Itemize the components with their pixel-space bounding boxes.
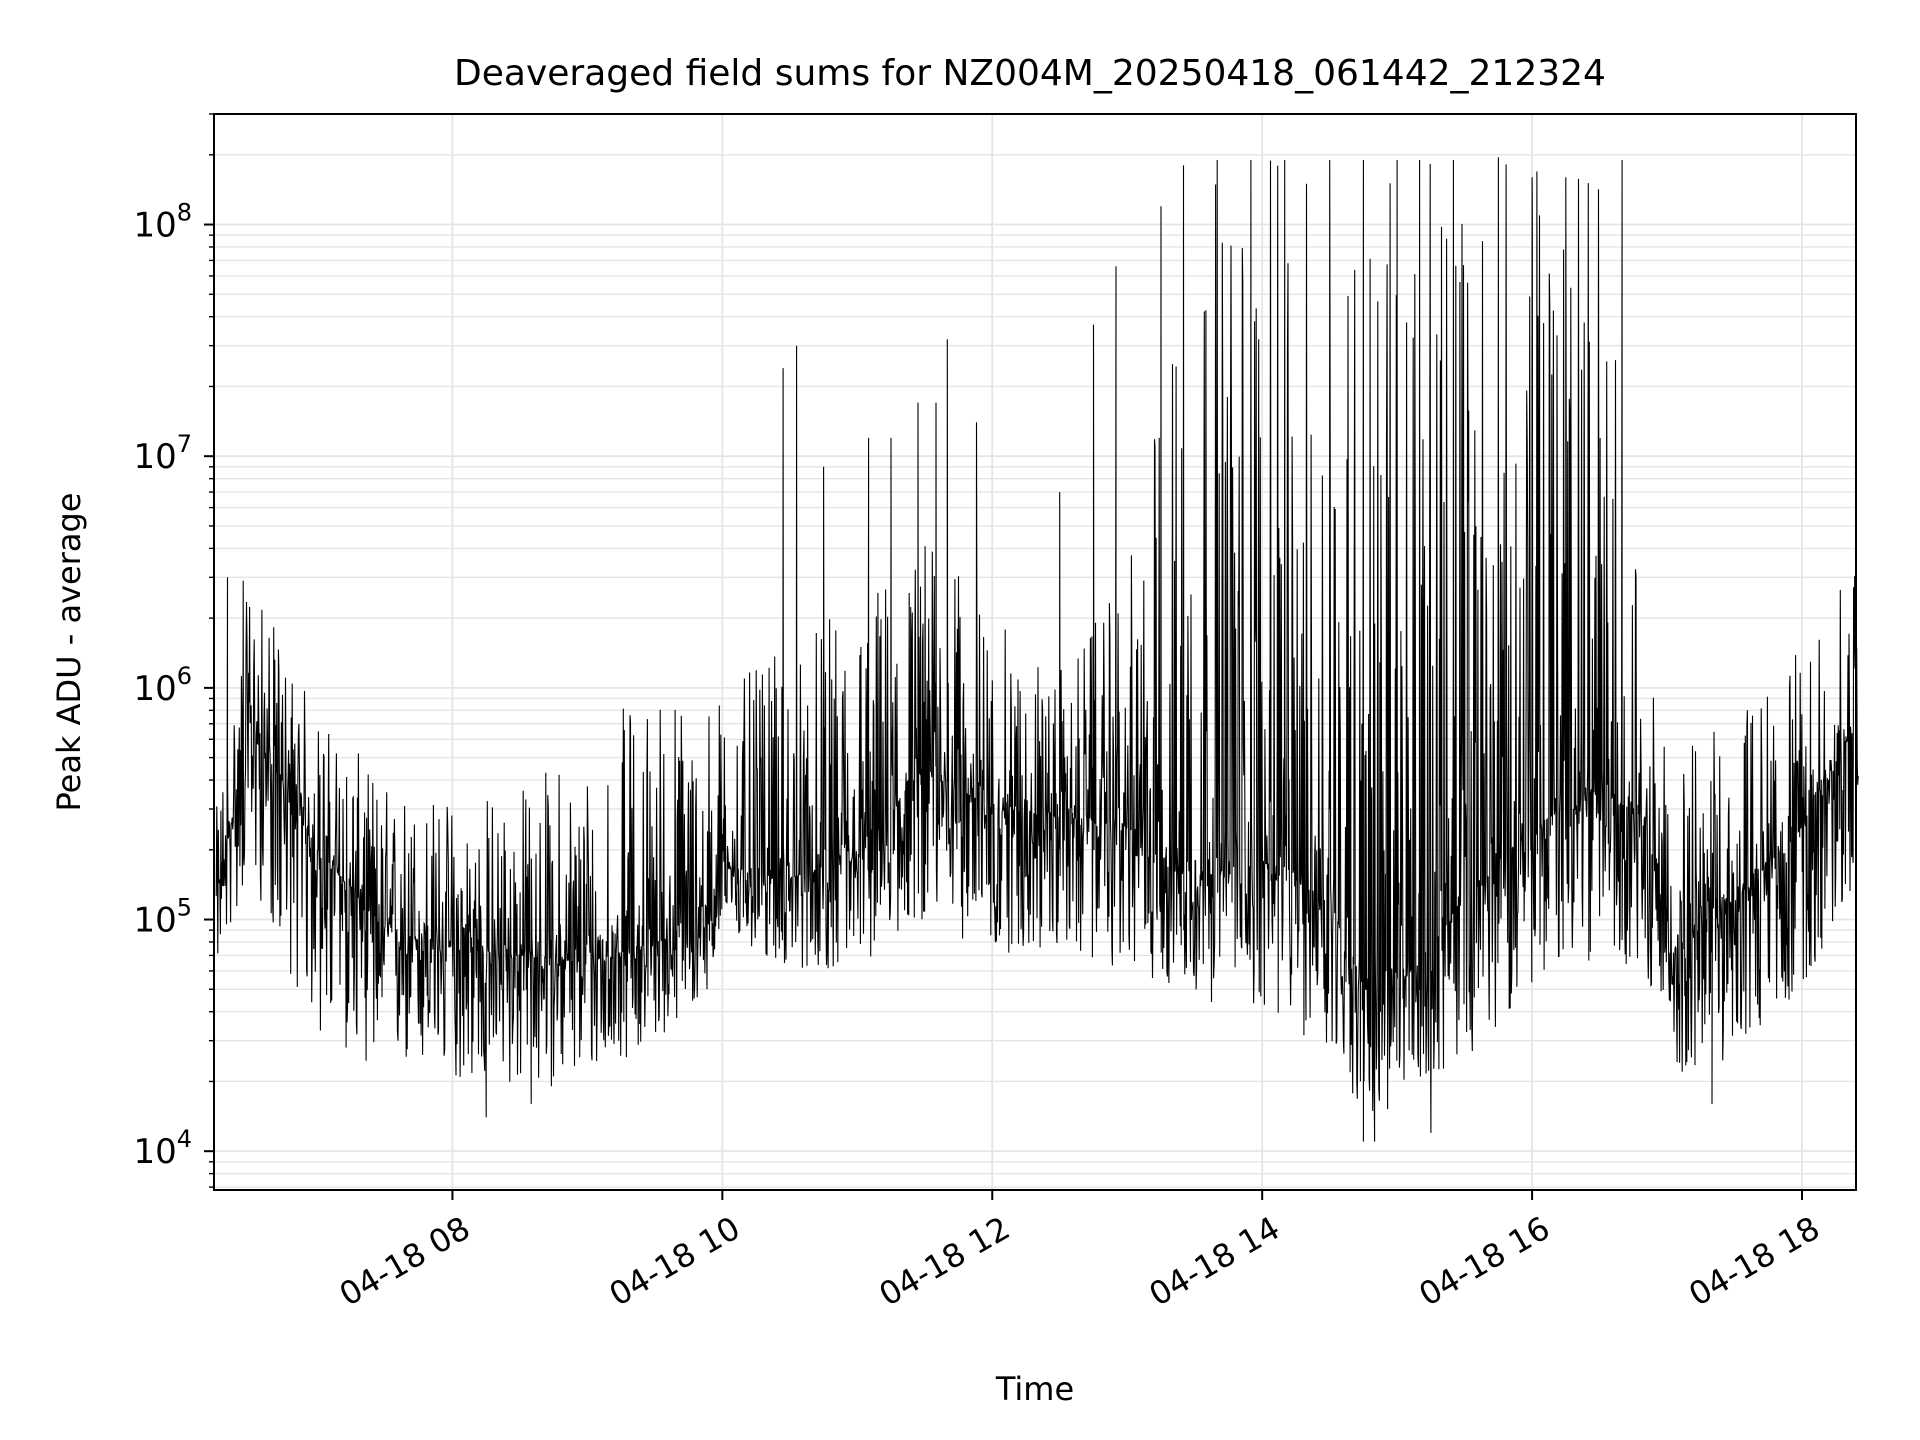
y-tick-label: 105 (133, 894, 192, 941)
chart-title: Deaveraged field sums for NZ004M_2025041… (454, 53, 1606, 94)
x-axis-label: Time (995, 1370, 1074, 1408)
plot-frame (213, 113, 1857, 1191)
series-line (215, 157, 1859, 1142)
y-tick-label: 104 (133, 1125, 192, 1172)
series-path (215, 157, 1859, 1142)
y-tick-label: 107 (133, 430, 192, 477)
y-tick-label: 108 (133, 199, 192, 246)
y-axis-label: Peak ADU - average (50, 493, 88, 812)
y-tick-label: 106 (133, 662, 192, 709)
y-axis: 104 105 106 107 108 (133, 113, 214, 1188)
